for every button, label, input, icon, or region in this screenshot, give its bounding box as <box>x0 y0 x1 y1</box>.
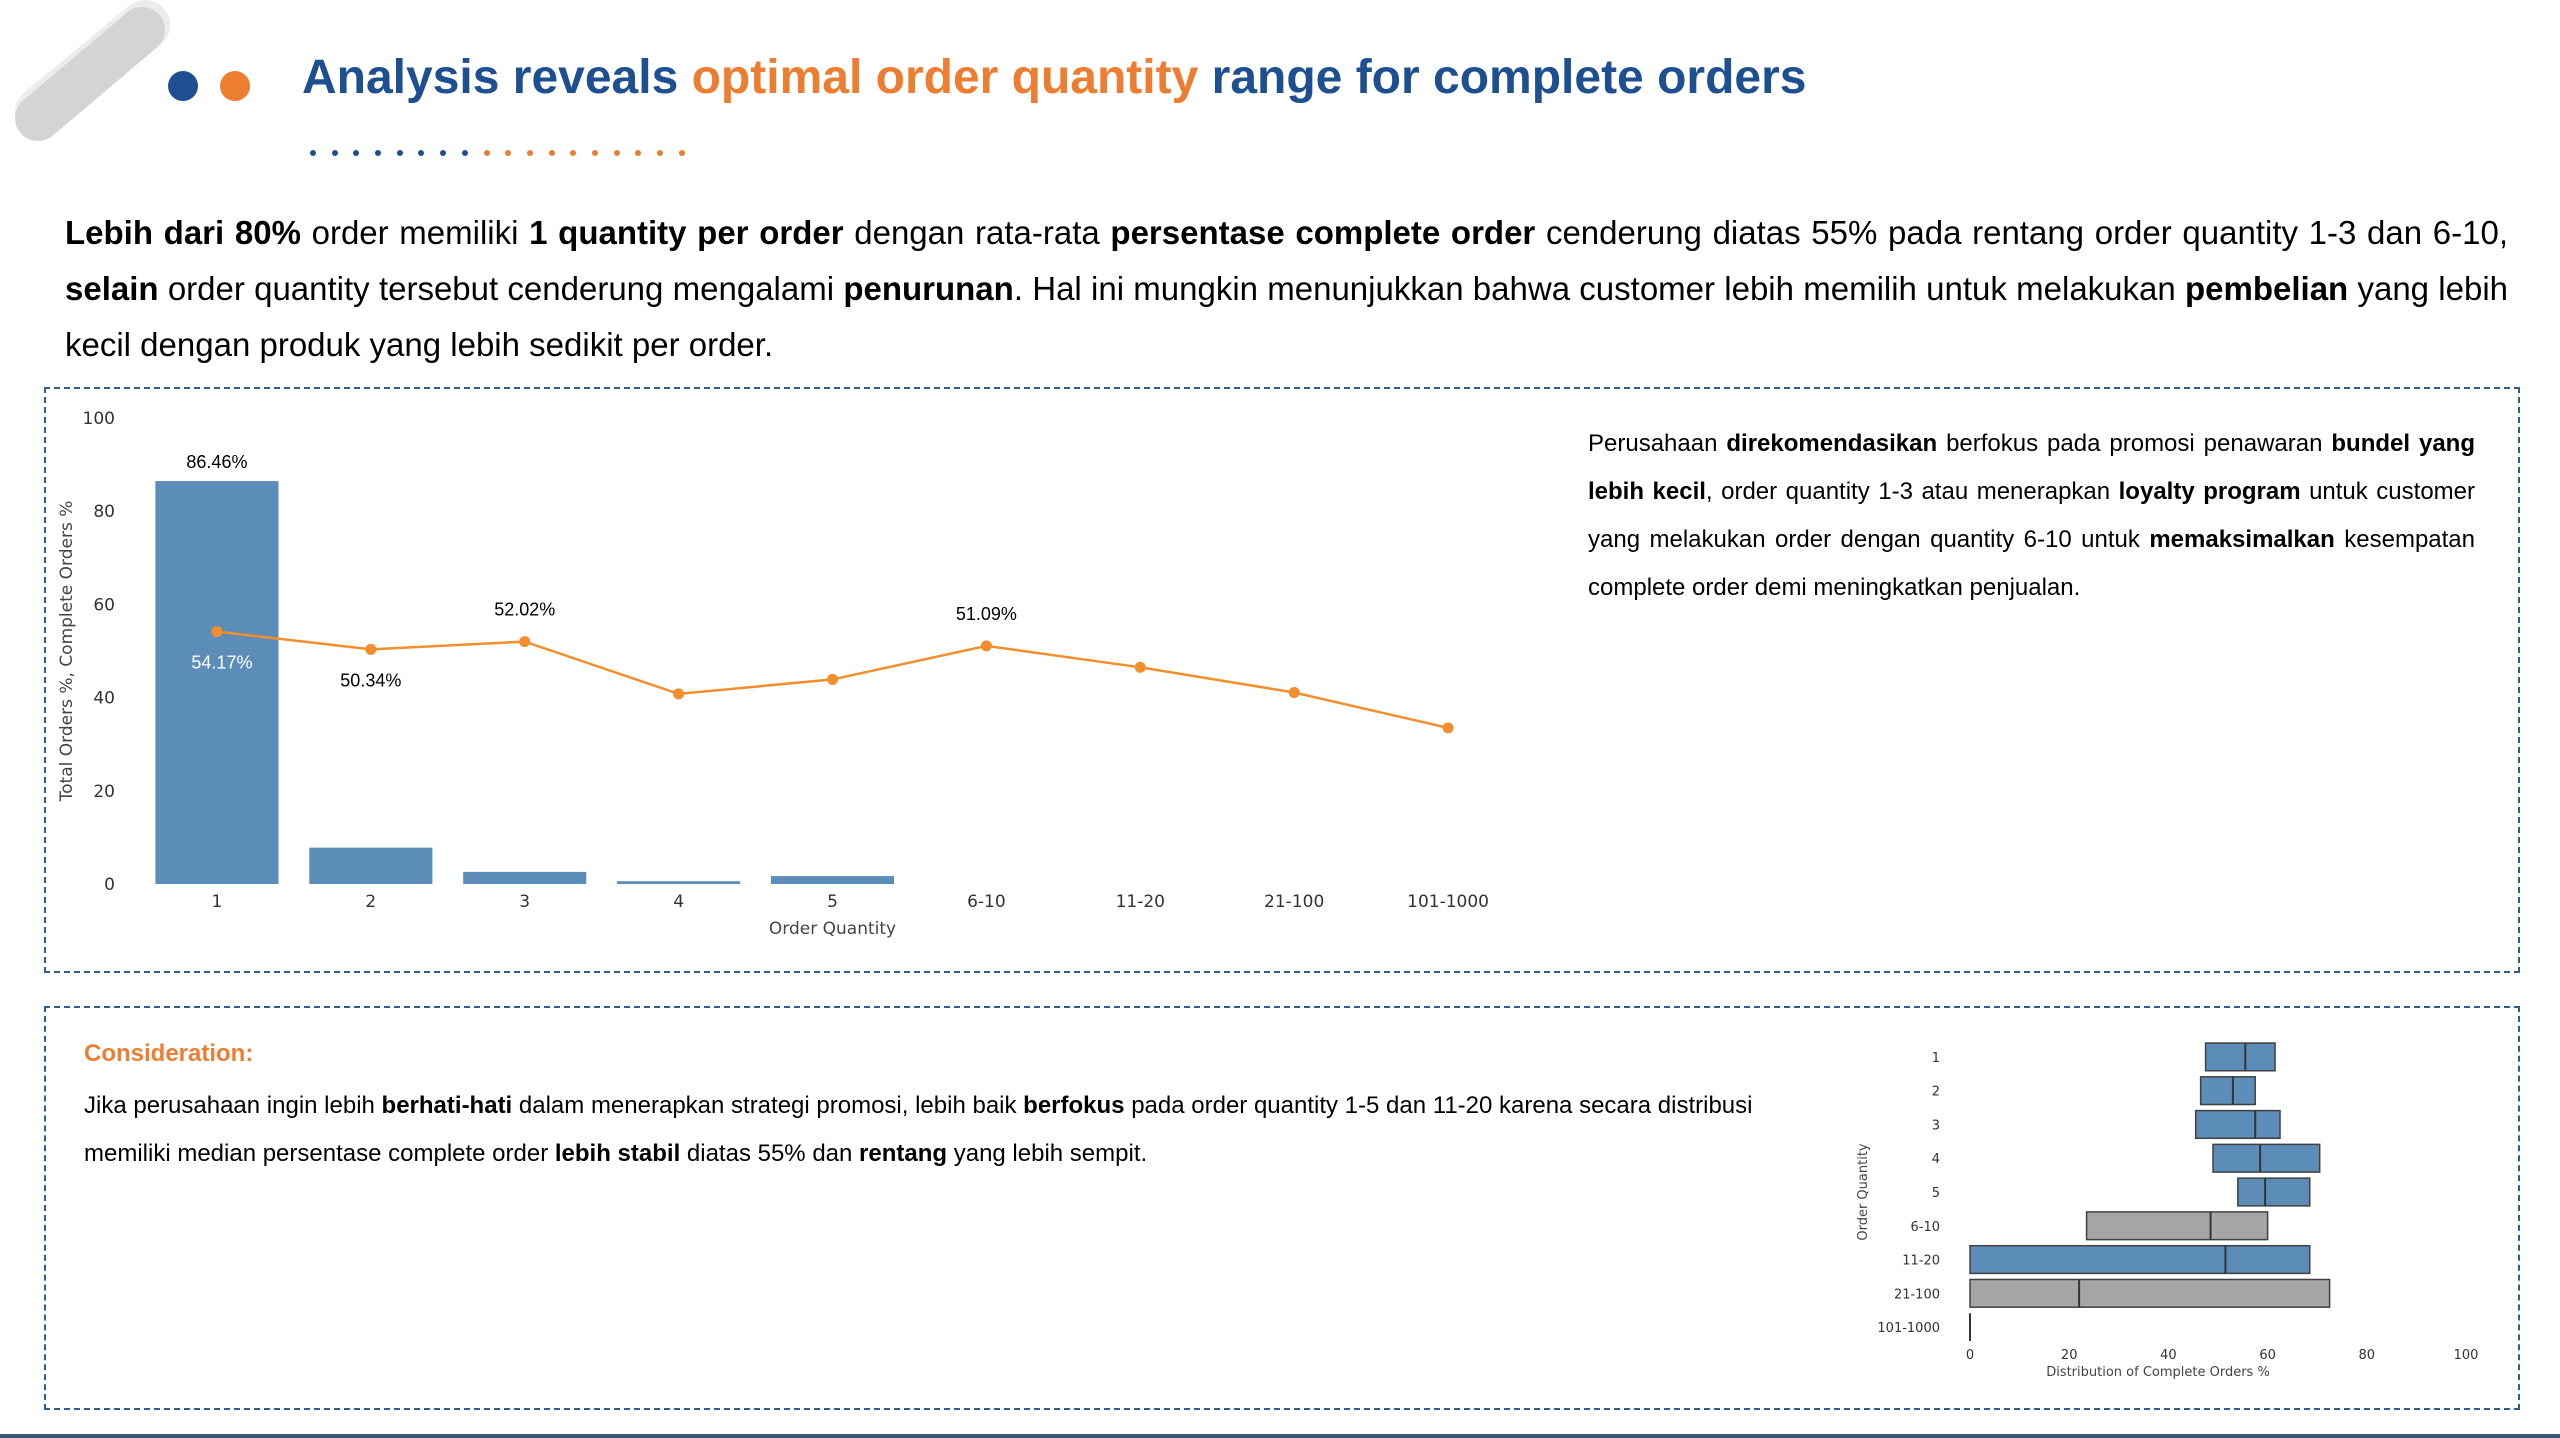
box <box>2237 1177 2311 1207</box>
y-tick-label: 20 <box>93 782 115 802</box>
underline-dot <box>310 150 316 156</box>
title-underline-dots <box>310 150 685 156</box>
line-point <box>211 626 223 638</box>
recommendation-text: Perusahaan direkomendasikan berfokus pad… <box>1588 430 2476 601</box>
box-y-tick-label: 21-100 <box>1894 1287 1940 1302</box>
chart-panel <box>44 387 2520 973</box>
title-bullet-icon <box>168 71 250 101</box>
underline-dot <box>483 150 490 156</box>
y-tick-label: 0 <box>104 875 115 895</box>
box-x-tick-label: 60 <box>2259 1348 2276 1363</box>
line-point <box>827 673 838 685</box>
box-x-tick-label: 40 <box>2160 1348 2177 1363</box>
y-tick-label: 60 <box>93 595 115 615</box>
underline-dot <box>657 150 663 156</box>
bar <box>309 847 433 884</box>
underline-dot <box>353 150 360 156</box>
bar <box>770 876 895 884</box>
box-x-tick-label: 20 <box>2061 1348 2078 1363</box>
underline-dot <box>635 150 642 156</box>
line-point <box>673 688 685 700</box>
box <box>2212 1143 2321 1173</box>
consideration-title: Consideration: <box>84 1040 254 1067</box>
data-label: 51.09% <box>956 604 1017 624</box>
box-y-tick-label: 5 <box>1932 1186 1940 1201</box>
line-point <box>365 643 377 655</box>
data-label: 86.46% <box>186 452 247 472</box>
data-label: 50.34% <box>340 670 401 690</box>
box-x-axis-label: Distribution of Complete Orders % <box>2046 1365 2270 1380</box>
x-tick-label: 5 <box>827 892 838 912</box>
line-point <box>980 640 992 652</box>
page-title: Analysis reveals optimal order quantity … <box>302 51 1807 104</box>
x-tick-label: 4 <box>673 892 684 912</box>
underline-dot <box>548 150 555 156</box>
box-y-tick-label: 3 <box>1932 1118 1940 1133</box>
line-point <box>1288 686 1300 698</box>
decorative-corner-shape <box>15 0 170 141</box>
box-x-tick-label: 0 <box>1966 1348 1974 1363</box>
bar <box>617 881 741 884</box>
box-x-tick-label: 80 <box>2359 1348 2376 1363</box>
x-tick-label: 3 <box>519 892 530 912</box>
y-tick-label: 100 <box>83 409 115 429</box>
box-y-tick-label: 4 <box>1932 1152 1940 1167</box>
underline-dot <box>570 150 577 156</box>
underline-dot <box>331 150 338 156</box>
x-tick-label: 11-20 <box>1116 892 1165 912</box>
underline-dot <box>613 150 620 156</box>
box-x-tick-label: 100 <box>2454 1348 2479 1363</box>
box-y-tick-label: 11-20 <box>1902 1254 1940 1269</box>
intro-paragraph: Lebih dari 80% order memiliki 1 quantity… <box>65 214 2509 363</box>
y-tick-label: 80 <box>93 502 115 522</box>
x-tick-label: 101-1000 <box>1407 892 1489 912</box>
bar <box>155 481 279 884</box>
box-y-tick-label: 1 <box>1932 1051 1940 1066</box>
underline-dot <box>396 150 403 156</box>
underline-dot <box>418 150 425 156</box>
underline-dot <box>440 150 447 156</box>
box <box>2199 1076 2256 1106</box>
underline-dot <box>505 150 512 156</box>
x-tick-label: 21-100 <box>1264 892 1324 912</box>
underline-dot <box>461 150 468 156</box>
box-y-axis-label: Order Quantity <box>1856 1143 1871 1241</box>
underline-dot <box>526 150 533 156</box>
box <box>2204 1042 2276 1072</box>
underline-dot <box>591 150 598 156</box>
box-y-tick-label: 6-10 <box>1910 1220 1940 1235</box>
underline-dot <box>375 150 382 156</box>
line-point <box>1134 661 1146 673</box>
line-point <box>519 636 531 648</box>
y-tick-label: 40 <box>93 689 115 709</box>
y-axis-label: Total Orders %, Complete Orders % <box>57 501 77 803</box>
x-tick-label: 2 <box>365 892 376 912</box>
bar <box>463 871 587 884</box>
data-label: 54.17% <box>191 653 252 673</box>
box-y-tick-label: 2 <box>1932 1085 1940 1100</box>
x-tick-label: 1 <box>212 892 223 912</box>
consideration-text: Jika perusahaan ingin lebih berhati-hati… <box>84 1092 1753 1167</box>
box <box>2194 1109 2281 1140</box>
box <box>2085 1211 2269 1241</box>
box-y-tick-label: 101-1000 <box>1877 1321 1940 1336</box>
box <box>1969 1278 2331 1308</box>
x-tick-label: 6-10 <box>967 892 1006 912</box>
footer-line <box>0 1434 2560 1438</box>
line-point <box>1442 722 1454 734</box>
consideration-panel <box>44 1006 2520 1410</box>
x-axis-label: Order Quantity <box>769 919 896 939</box>
data-label: 52.02% <box>494 600 555 620</box>
underline-dot <box>678 150 685 156</box>
box <box>1969 1244 2311 1275</box>
